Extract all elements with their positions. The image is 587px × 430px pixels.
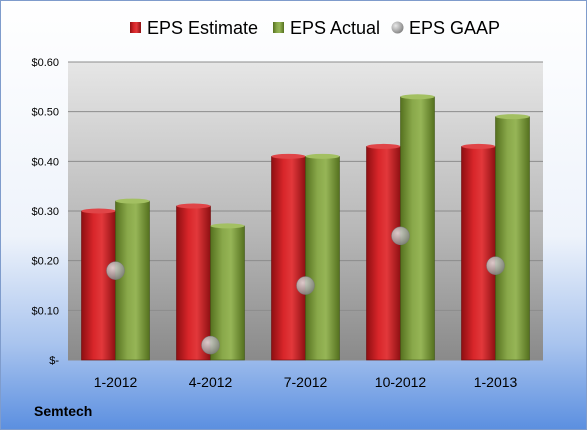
legend-label: EPS Actual xyxy=(290,18,380,38)
bar-cap xyxy=(81,208,116,214)
y-tick-label: $- xyxy=(49,355,59,367)
legend-swatch xyxy=(273,22,284,33)
y-tick-label: $0.60 xyxy=(31,57,59,69)
gaap-marker xyxy=(296,276,315,295)
bar-eps-actual xyxy=(115,200,150,361)
gaap-marker xyxy=(106,261,125,280)
legend-swatch xyxy=(130,22,141,33)
bar-cap xyxy=(400,94,435,100)
company-name: Semtech xyxy=(34,403,92,419)
bar-eps-actual xyxy=(305,156,340,361)
x-tick-label: 1-2013 xyxy=(474,374,518,390)
bar-cap xyxy=(461,143,496,149)
y-tick-label: $0.20 xyxy=(31,256,59,268)
bar-cap xyxy=(210,223,245,229)
y-tick-label: $0.10 xyxy=(31,305,59,317)
bar-cap xyxy=(305,153,340,159)
bar-eps-actual xyxy=(400,96,435,361)
gaap-marker xyxy=(391,226,410,246)
gaap-marker xyxy=(486,256,505,275)
bar-eps-actual xyxy=(495,116,530,361)
x-tick-label: 7-2012 xyxy=(284,374,328,390)
gaap-marker xyxy=(201,335,220,355)
x-axis-ticks: 1-2012 4-2012 7-2012 10-2012 1-2013 xyxy=(94,374,518,390)
bars xyxy=(81,94,530,361)
bar-eps-estimate xyxy=(366,146,401,361)
legend-label: EPS GAAP xyxy=(409,18,500,38)
bar-cap xyxy=(366,143,401,149)
legend-swatch xyxy=(391,21,404,34)
bar-cap xyxy=(495,114,530,120)
bar-cap xyxy=(115,198,150,204)
bar-cap xyxy=(271,153,306,159)
bar-cap xyxy=(176,203,211,209)
x-tick-label: 4-2012 xyxy=(189,374,233,390)
bar-eps-actual xyxy=(210,225,245,361)
bar-eps-estimate xyxy=(81,210,116,361)
legend: EPS Estimate EPS Actual EPS GAAP xyxy=(130,18,500,38)
y-tick-label: $0.50 xyxy=(31,107,59,119)
bar-eps-estimate xyxy=(461,146,496,361)
y-tick-label: $0.30 xyxy=(31,206,59,218)
x-tick-label: 10-2012 xyxy=(375,374,427,390)
gaap-markers xyxy=(106,226,505,355)
x-tick-label: 1-2012 xyxy=(94,374,138,390)
bar-eps-estimate xyxy=(271,156,306,361)
y-tick-label: $0.40 xyxy=(31,156,59,168)
bar-eps-estimate xyxy=(176,205,211,361)
y-axis-ticks: $- $0.10 $0.20 $0.30 $0.40 $0.50 $0.60 xyxy=(31,57,59,367)
legend-label: EPS Estimate xyxy=(147,18,258,38)
